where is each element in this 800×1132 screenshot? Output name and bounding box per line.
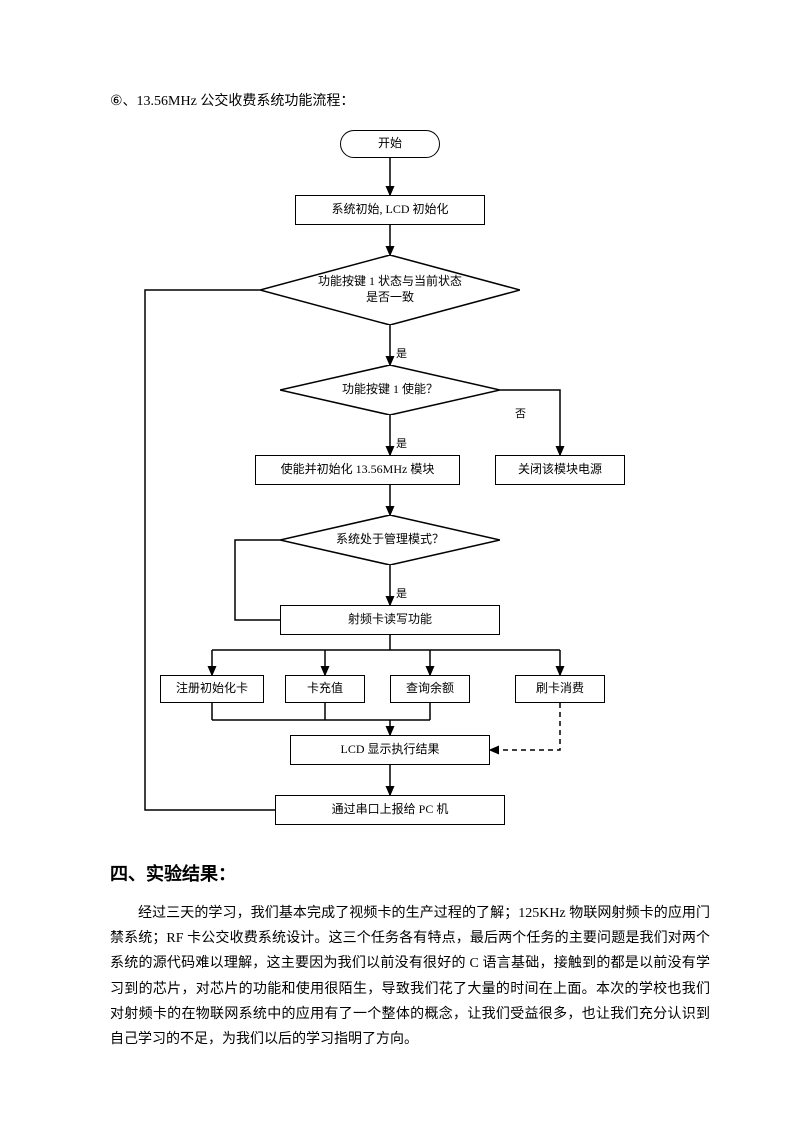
node-start: 开始 [340,130,440,158]
section-title: 四、实验结果： [110,860,710,886]
label-yes2: 是 [396,435,407,451]
body-paragraph: 经过三天的学习，我们基本完成了视频卡的生产过程的了解；125KHz 物联网射频卡… [110,901,710,1052]
node-b3: 查询余额 [390,675,470,703]
flowchart-container: 开始 系统初始, LCD 初始化 功能按键 1 状态与当前状态是否一致 功能按键… [130,130,650,830]
node-enable: 使能并初始化 13.56MHz 模块 [255,455,460,485]
node-init: 系统初始, LCD 初始化 [295,195,485,225]
node-b2: 卡充值 [285,675,365,703]
node-readwrite: 射频卡读写功能 [280,605,500,635]
node-d2: 功能按键 1 使能？ [280,365,500,415]
node-report: 通过串口上报给 PC 机 [275,795,505,825]
label-yes1: 是 [396,345,407,361]
node-close-power: 关闭该模块电源 [495,455,625,485]
node-d1: 功能按键 1 状态与当前状态是否一致 [260,255,520,325]
label-no2: 否 [515,405,526,421]
section-heading: ⑥、13.56MHz 公交收费系统功能流程： [110,90,710,110]
label-yes3: 是 [396,585,407,601]
node-d3: 系统处于管理模式？ [280,515,500,565]
node-b1: 注册初始化卡 [160,675,264,703]
node-b4: 刷卡消费 [515,675,605,703]
node-lcdres: LCD 显示执行结果 [290,735,490,765]
